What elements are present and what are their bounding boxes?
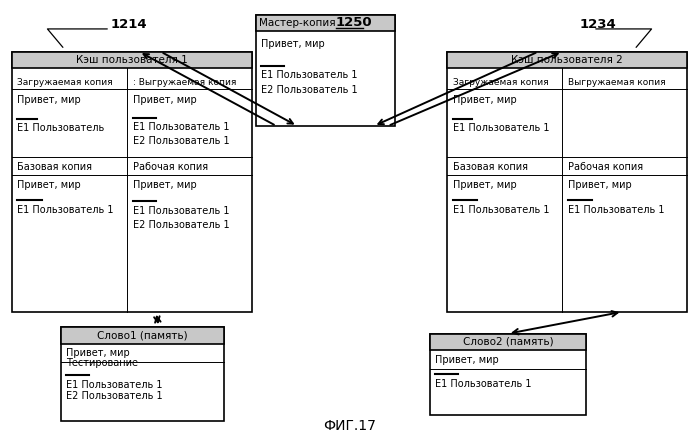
Text: Е1 Пользователь 1: Е1 Пользователь 1 — [66, 380, 163, 389]
Text: Привет, мир: Привет, мир — [261, 39, 325, 49]
Text: Е1 Пользователь 1: Е1 Пользователь 1 — [452, 123, 549, 133]
Text: Е2 Пользователь 1: Е2 Пользователь 1 — [133, 220, 229, 230]
Text: Базовая копия: Базовая копия — [17, 162, 92, 172]
Text: Кэш пользователя 2: Кэш пользователя 2 — [511, 55, 623, 65]
Text: Загружаемая копия: Загружаемая копия — [17, 78, 113, 87]
Text: Привет, мир: Привет, мир — [568, 180, 632, 190]
Text: Е2 Пользователь 1: Е2 Пользователь 1 — [133, 136, 229, 147]
Bar — [61, 327, 224, 421]
Text: Е2 Пользователь 1: Е2 Пользователь 1 — [261, 85, 358, 95]
Text: Привет, мир: Привет, мир — [452, 95, 517, 105]
Bar — [447, 51, 687, 68]
Text: Е1 Пользователь 1: Е1 Пользователь 1 — [568, 205, 664, 215]
Text: Е2 Пользователь 1: Е2 Пользователь 1 — [66, 391, 163, 401]
Text: Базовая копия: Базовая копия — [452, 162, 528, 172]
Text: Привет, мир: Привет, мир — [452, 180, 517, 190]
Text: Е1 Пользователь 1: Е1 Пользователь 1 — [452, 205, 549, 215]
Text: Привет, мир: Привет, мир — [17, 95, 81, 105]
Text: : Выгружаемая копия: : Выгружаемая копия — [133, 78, 236, 87]
Text: Слово2 (память): Слово2 (память) — [463, 337, 553, 347]
Bar — [61, 327, 224, 344]
Text: Загружаемая копия: Загружаемая копия — [452, 78, 548, 87]
Text: 1250: 1250 — [336, 16, 372, 29]
Text: Привет, мир: Привет, мир — [435, 355, 499, 365]
Text: Привет, мир: Привет, мир — [66, 348, 130, 358]
Text: Е1 Пользователь 1: Е1 Пользователь 1 — [17, 205, 114, 215]
Text: Привет, мир: Привет, мир — [133, 95, 196, 105]
Bar — [12, 51, 252, 68]
Text: 1214: 1214 — [110, 18, 147, 31]
Text: Привет, мир: Привет, мир — [17, 180, 81, 190]
Bar — [12, 51, 252, 312]
Text: Е1 Пользователь: Е1 Пользователь — [17, 123, 105, 133]
Text: Е1 Пользователь 1: Е1 Пользователь 1 — [261, 70, 358, 81]
Bar — [447, 51, 687, 312]
Text: Рабочая копия: Рабочая копия — [568, 162, 643, 172]
Text: Выгружаемая копия: Выгружаемая копия — [568, 78, 665, 87]
Text: Слово1 (память): Слово1 (память) — [97, 330, 188, 341]
Text: 1234: 1234 — [579, 18, 616, 31]
Bar — [256, 15, 395, 126]
Text: ФИГ.17: ФИГ.17 — [323, 419, 376, 433]
Text: Е1 Пользователь 1: Е1 Пользователь 1 — [133, 122, 229, 132]
Text: Кэш пользователя 1: Кэш пользователя 1 — [76, 55, 188, 65]
Text: Е1 Пользователь 1: Е1 Пользователь 1 — [133, 206, 229, 216]
Bar — [256, 15, 395, 31]
Text: Привет, мир: Привет, мир — [133, 180, 196, 190]
Text: Е1 Пользователь 1: Е1 Пользователь 1 — [435, 379, 532, 389]
Text: Тестирование: Тестирование — [66, 358, 138, 368]
Text: Мастер-копия: Мастер-копия — [259, 18, 336, 28]
Bar — [430, 334, 586, 414]
Text: Рабочая копия: Рабочая копия — [133, 162, 208, 172]
Bar — [430, 334, 586, 350]
